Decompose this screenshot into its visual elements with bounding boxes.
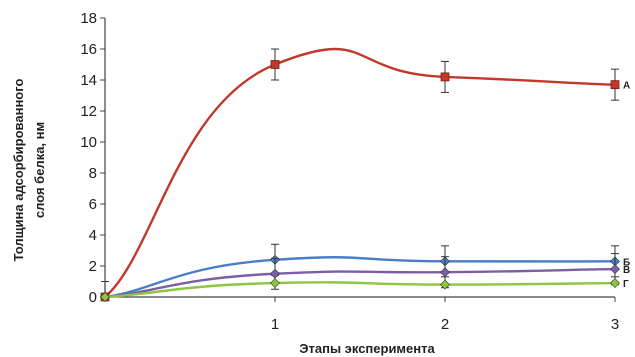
- data-point: [440, 72, 450, 82]
- labels-group: Этапы эксперимента Толщина адсорбированн…: [11, 10, 630, 356]
- series-2: [100, 243, 620, 302]
- data-point: [610, 80, 620, 90]
- y-tick-label: 14: [80, 72, 97, 89]
- x-tick-label: 1: [271, 316, 279, 333]
- data-point: [610, 278, 620, 288]
- x-tick-label: 2: [441, 316, 449, 333]
- y-tick-label: 6: [89, 196, 97, 213]
- y-axis-title-line-2: слоя белка, нм: [32, 122, 47, 218]
- data-point: [270, 60, 280, 69]
- series-label: Г: [623, 279, 629, 290]
- x-tick-label: 3: [611, 316, 619, 333]
- series-label: А: [623, 81, 630, 92]
- series-line: [104, 281, 616, 299]
- x-axis-title: Этапы эксперимента: [299, 341, 435, 356]
- y-tick-label: 12: [80, 103, 97, 120]
- axes-group: [100, 17, 616, 302]
- y-tick-label: 4: [89, 227, 97, 244]
- y-tick-label: 10: [80, 134, 97, 151]
- series-4: [100, 278, 620, 302]
- series-line: [104, 267, 616, 299]
- series-label: В: [623, 265, 630, 276]
- series-label: Б: [623, 257, 630, 268]
- y-tick-label: 0: [89, 289, 97, 306]
- data-point: [100, 292, 110, 302]
- y-tick-label: 8: [89, 165, 97, 182]
- data-point: [440, 267, 450, 278]
- data-point: [270, 268, 280, 279]
- data-point: [440, 279, 450, 290]
- series-1: [100, 47, 620, 302]
- data-point: [270, 278, 280, 288]
- y-tick-label: 18: [80, 10, 97, 27]
- series-group: [100, 47, 620, 302]
- series-line: [104, 256, 616, 299]
- y-tick-label: 16: [80, 41, 97, 58]
- data-point: [610, 264, 620, 275]
- series-line: [104, 47, 616, 298]
- y-axis-title-line-1: Толщина адсорбированного: [11, 79, 26, 262]
- y-tick-label: 2: [89, 258, 97, 275]
